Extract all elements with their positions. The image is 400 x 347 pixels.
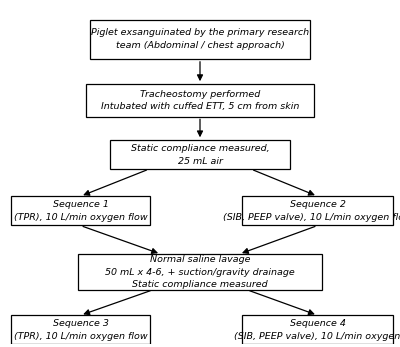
Text: Piglet exsanguinated by the primary research
team (Abdominal / chest approach): Piglet exsanguinated by the primary rese…	[91, 28, 309, 50]
Text: Static compliance measured,
25 mL air: Static compliance measured, 25 mL air	[131, 144, 269, 166]
Text: Sequence 3
(TPR), 10 L/min oxygen flow: Sequence 3 (TPR), 10 L/min oxygen flow	[14, 319, 147, 341]
FancyBboxPatch shape	[11, 196, 150, 225]
Text: Sequence 2
(SIB, PEEP valve), 10 L/min oxygen flow: Sequence 2 (SIB, PEEP valve), 10 L/min o…	[223, 200, 400, 222]
FancyBboxPatch shape	[78, 254, 322, 290]
FancyBboxPatch shape	[110, 140, 290, 169]
FancyBboxPatch shape	[86, 84, 314, 117]
FancyBboxPatch shape	[242, 196, 393, 225]
FancyBboxPatch shape	[11, 315, 150, 344]
Text: Sequence 4
(SIB, PEEP valve), 10 L/min oxygen: Sequence 4 (SIB, PEEP valve), 10 L/min o…	[234, 319, 400, 341]
FancyBboxPatch shape	[90, 20, 310, 59]
FancyBboxPatch shape	[242, 315, 393, 344]
Text: Tracheostomy performed
Intubated with cuffed ETT, 5 cm from skin: Tracheostomy performed Intubated with cu…	[101, 90, 299, 111]
Text: Normal saline lavage
50 mL x 4-6, + suction/gravity drainage
Static compliance m: Normal saline lavage 50 mL x 4-6, + suct…	[105, 255, 295, 289]
Text: Sequence 1
(TPR), 10 L/min oxygen flow: Sequence 1 (TPR), 10 L/min oxygen flow	[14, 200, 147, 222]
